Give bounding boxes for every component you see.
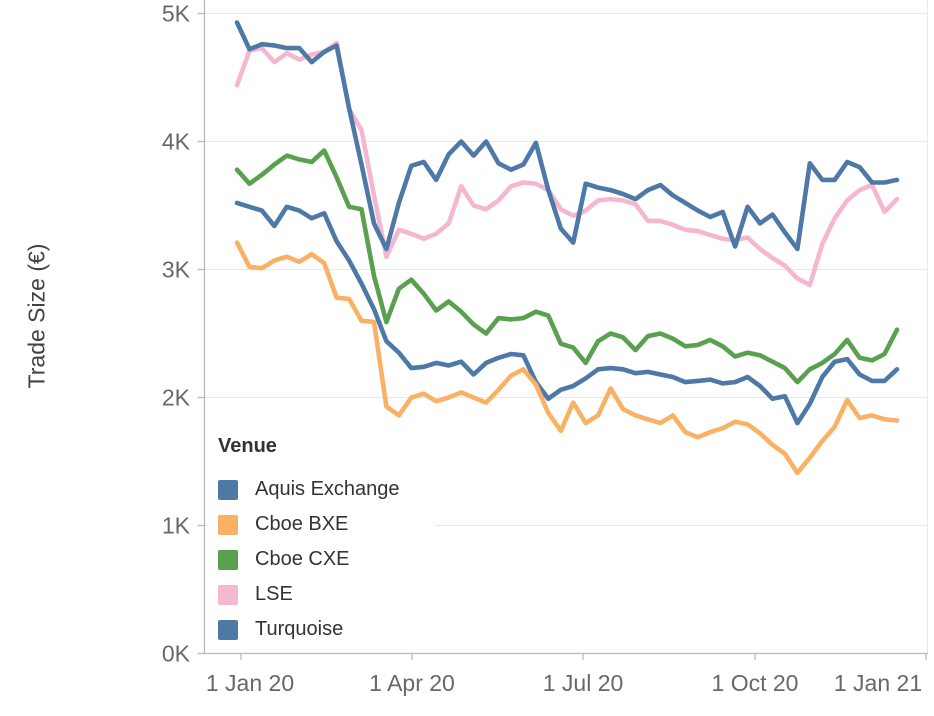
y-tick-label-1K: 1K — [162, 512, 191, 538]
y-tick-label-2K: 2K — [162, 384, 191, 410]
x-tick-label-3: 1 Oct 20 — [712, 670, 799, 696]
legend-item-lse[interactable]: LSE — [209, 577, 435, 612]
legend-title: Venue — [218, 435, 277, 457]
legend-item-aquis-exchange[interactable]: Aquis Exchange — [209, 472, 435, 507]
series-line-turquoise[interactable] — [234, 200, 900, 426]
legend: Venue Aquis Exchange Cboe BXE Cboe CXE LSE T… — [209, 427, 435, 647]
y-tick-label-4K: 4K — [162, 128, 191, 154]
series-line-cboe-cxe[interactable] — [234, 148, 900, 385]
y-tick-label-5K: 5K — [162, 0, 191, 26]
legend-item-label: LSE — [255, 583, 293, 605]
legend-item-cboe-cxe[interactable]: Cboe CXE — [209, 542, 435, 577]
legend-items: Aquis Exchange Cboe BXE Cboe CXE LSE Turquoi… — [209, 472, 435, 647]
legend-swatch-icon — [218, 479, 238, 500]
x-tick-label-0: 1 Jan 20 — [206, 670, 294, 696]
legend-swatch-icon — [218, 584, 238, 605]
x-tick-label-1: 1 Apr 20 — [369, 670, 455, 696]
legend-item-label: Turquoise — [255, 618, 344, 640]
legend-item-label: Aquis Exchange — [255, 478, 400, 500]
x-tick-label-4: 1 Jan 21 — [834, 670, 922, 696]
series-line-aquis-exchange[interactable] — [234, 20, 900, 252]
series-line-cboe-bxe[interactable] — [234, 240, 900, 476]
legend-swatch-icon — [218, 514, 238, 535]
y-tick-label-3K: 3K — [162, 256, 191, 282]
legend-item-cboe-bxe[interactable]: Cboe BXE — [209, 507, 435, 542]
y-axis-title: Trade Size (€) — [23, 243, 50, 389]
legend-item-label: Cboe BXE — [255, 513, 349, 535]
legend-item-label: Cboe CXE — [255, 548, 350, 570]
legend-item-turquoise[interactable]: Turquoise — [209, 612, 435, 647]
x-tick-label-2: 1 Jul 20 — [543, 670, 624, 696]
legend-swatch-icon — [218, 549, 238, 570]
y-tick-label-0K: 0K — [162, 640, 191, 666]
legend-swatch-icon — [218, 619, 238, 640]
